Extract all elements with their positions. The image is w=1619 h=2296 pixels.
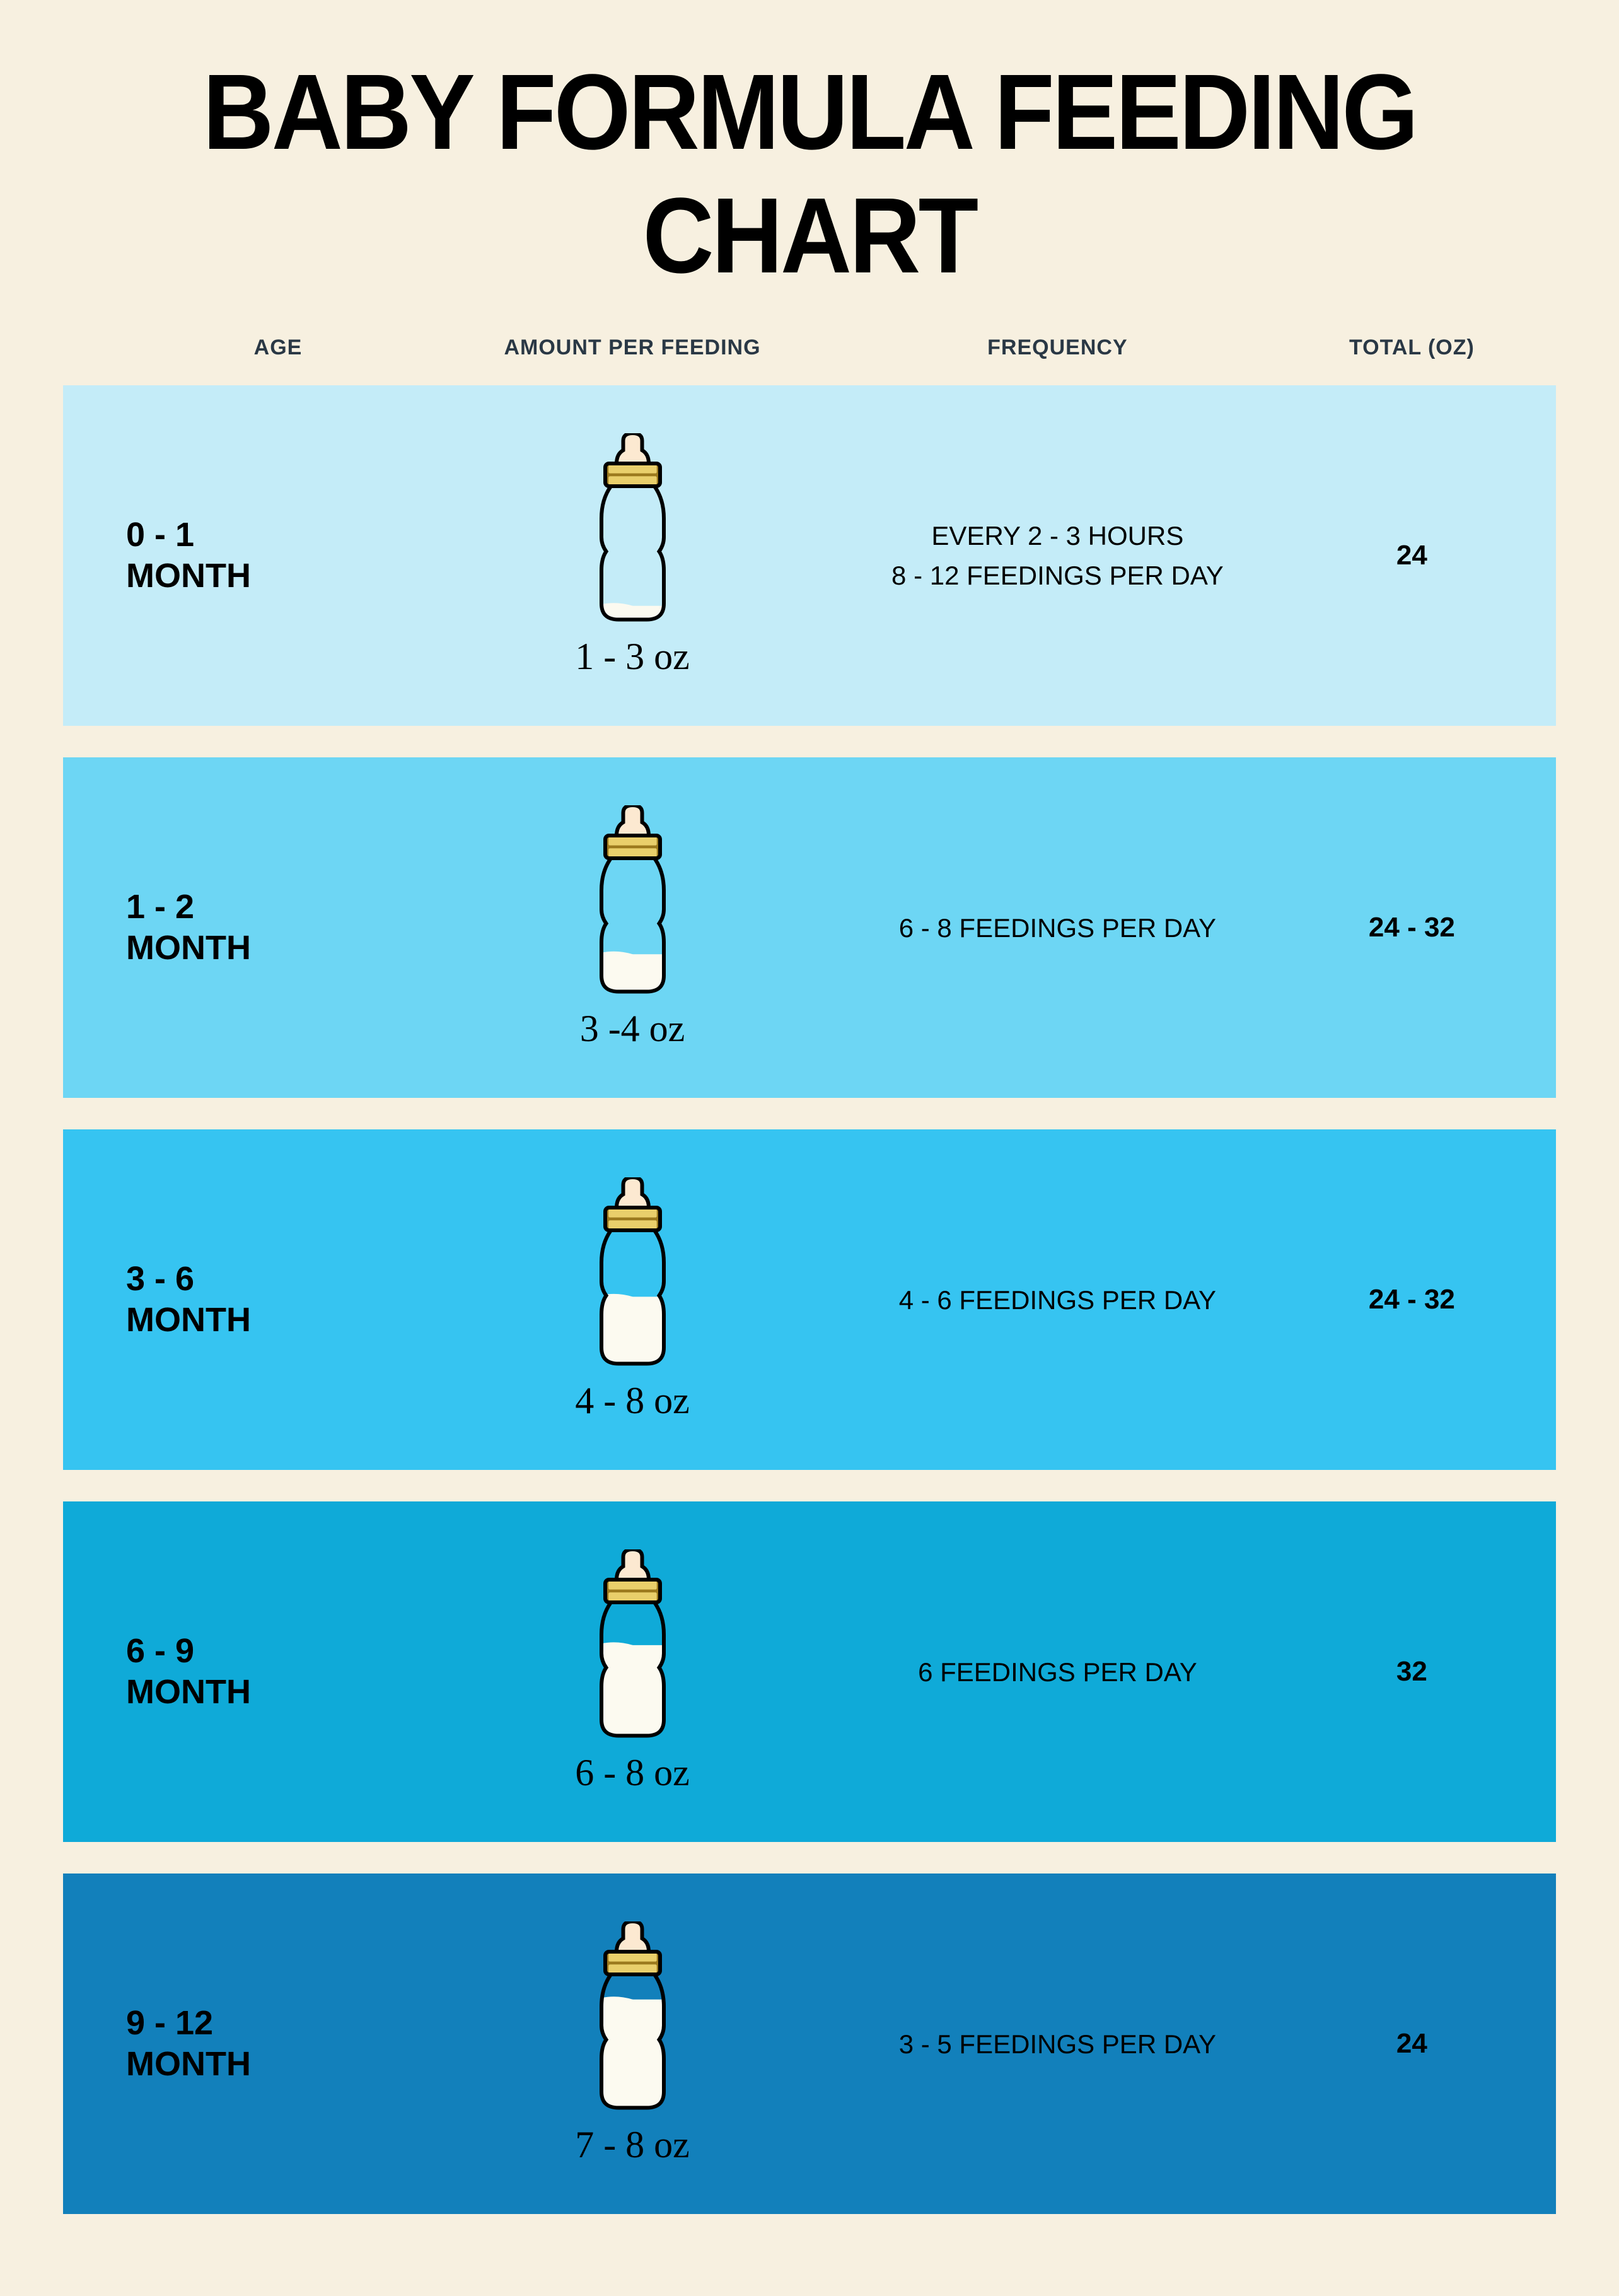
amount-cell: 4 - 8 oz — [455, 1177, 810, 1423]
frequency-cell: 6 - 8 FEEDINGS PER DAY — [810, 908, 1306, 948]
bottle-icon — [581, 1921, 685, 2111]
bottle-icon — [581, 805, 685, 994]
age-cell: 0 - 1 MONTH — [101, 515, 455, 597]
frequency-cell: 4 - 6 FEEDINGS PER DAY — [810, 1280, 1306, 1320]
table-row: 3 - 6 MONTH 4 - 8 oz 4 - 6 FEEDINGS PER D… — [63, 1129, 1556, 1470]
amount-label: 4 - 8 oz — [575, 1379, 690, 1423]
age-cell: 1 - 2 MONTH — [101, 887, 455, 969]
amount-label: 7 - 8 oz — [575, 2123, 690, 2167]
header-age: AGE — [101, 335, 455, 360]
amount-cell: 1 - 3 oz — [455, 433, 810, 679]
amount-label: 6 - 8 oz — [575, 1751, 690, 1795]
page-title: BABY FORMULA FEEDING CHART — [123, 50, 1497, 298]
header-amount: AMOUNT PER FEEDING — [455, 335, 810, 360]
table-row: 9 - 12 MONTH 7 - 8 oz 3 - 5 FEEDINGS PER … — [63, 1874, 1556, 2214]
column-headers: AGE AMOUNT PER FEEDING FREQUENCY TOTAL (… — [63, 335, 1556, 385]
total-cell: 24 - 32 — [1306, 912, 1518, 943]
amount-label: 3 -4 oz — [580, 1007, 685, 1051]
bottle-icon — [581, 1549, 685, 1739]
total-cell: 32 — [1306, 1656, 1518, 1687]
age-cell: 6 - 9 MONTH — [101, 1631, 455, 1713]
frequency-cell: EVERY 2 - 3 HOURS 8 - 12 FEEDINGS PER DA… — [810, 516, 1306, 595]
age-cell: 3 - 6 MONTH — [101, 1259, 455, 1341]
total-cell: 24 — [1306, 2028, 1518, 2060]
bottle-icon — [581, 1177, 685, 1367]
bottle-icon — [581, 433, 685, 622]
rows-container: 0 - 1 MONTH 1 - 3 oz EVERY 2 - 3 HOURS 8 … — [63, 385, 1556, 2214]
amount-label: 1 - 3 oz — [575, 635, 690, 679]
amount-cell: 6 - 8 oz — [455, 1549, 810, 1795]
total-cell: 24 — [1306, 540, 1518, 571]
table-row: 0 - 1 MONTH 1 - 3 oz EVERY 2 - 3 HOURS 8 … — [63, 385, 1556, 726]
header-total: TOTAL (OZ) — [1306, 335, 1518, 360]
frequency-cell: 3 - 5 FEEDINGS PER DAY — [810, 2024, 1306, 2064]
amount-cell: 7 - 8 oz — [455, 1921, 810, 2167]
age-cell: 9 - 12 MONTH — [101, 2003, 455, 2085]
frequency-cell: 6 FEEDINGS PER DAY — [810, 1652, 1306, 1692]
amount-cell: 3 -4 oz — [455, 805, 810, 1051]
header-frequency: FREQUENCY — [810, 335, 1306, 360]
table-row: 6 - 9 MONTH 6 - 8 oz 6 FEEDINGS PER DAY32 — [63, 1501, 1556, 1842]
table-row: 1 - 2 MONTH 3 -4 oz 6 - 8 FEEDINGS PER DA… — [63, 757, 1556, 1098]
total-cell: 24 - 32 — [1306, 1284, 1518, 1315]
